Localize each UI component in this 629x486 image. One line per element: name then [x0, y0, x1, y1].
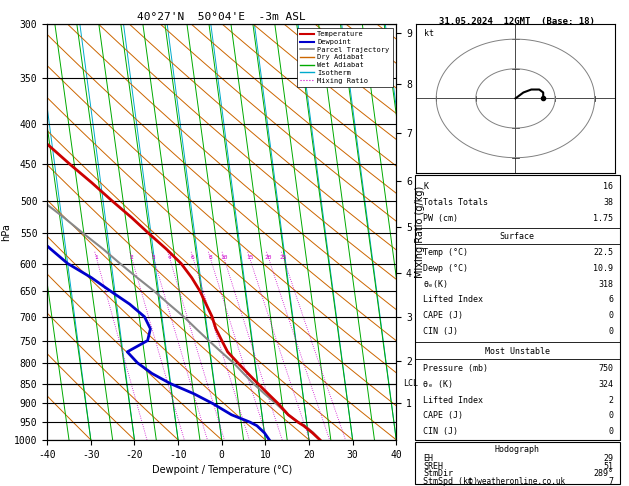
- Text: kt: kt: [425, 29, 434, 38]
- Text: 2: 2: [130, 255, 133, 260]
- Text: 289°: 289°: [593, 469, 613, 478]
- Text: 0: 0: [608, 312, 613, 320]
- Title: 40°27'N  50°04'E  -3m ASL: 40°27'N 50°04'E -3m ASL: [137, 12, 306, 22]
- Text: Surface: Surface: [500, 232, 535, 241]
- Text: 4: 4: [168, 255, 172, 260]
- Text: 16: 16: [603, 182, 613, 191]
- Legend: Temperature, Dewpoint, Parcel Trajectory, Dry Adiabat, Wet Adiabat, Isotherm, Mi: Temperature, Dewpoint, Parcel Trajectory…: [297, 28, 392, 87]
- Text: 0: 0: [608, 427, 613, 436]
- Text: EH: EH: [423, 454, 433, 463]
- Text: SREH: SREH: [423, 462, 443, 471]
- Text: 318: 318: [598, 279, 613, 289]
- Text: Totals Totals: Totals Totals: [423, 198, 488, 207]
- Text: 1: 1: [94, 255, 98, 260]
- Text: CIN (J): CIN (J): [423, 427, 459, 436]
- Text: CAPE (J): CAPE (J): [423, 412, 464, 420]
- Text: 25: 25: [280, 255, 287, 260]
- Text: 3: 3: [152, 255, 155, 260]
- Text: Lifted Index: Lifted Index: [423, 396, 483, 405]
- Y-axis label: hPa: hPa: [1, 223, 11, 241]
- Text: 15: 15: [246, 255, 253, 260]
- Text: StmSpd (kt): StmSpd (kt): [423, 477, 478, 486]
- Text: LCL: LCL: [403, 379, 418, 388]
- Text: 0: 0: [608, 327, 613, 336]
- Text: 38: 38: [603, 198, 613, 207]
- Text: Most Unstable: Most Unstable: [485, 347, 550, 356]
- X-axis label: Dewpoint / Temperature (°C): Dewpoint / Temperature (°C): [152, 465, 292, 475]
- Text: Temp (°C): Temp (°C): [423, 248, 469, 257]
- Text: 0: 0: [608, 412, 613, 420]
- Text: 51: 51: [603, 462, 613, 471]
- Text: PW (cm): PW (cm): [423, 214, 459, 223]
- Text: 7: 7: [608, 477, 613, 486]
- Text: 10.9: 10.9: [593, 264, 613, 273]
- Text: 6: 6: [191, 255, 195, 260]
- Text: θₑ (K): θₑ (K): [423, 380, 454, 389]
- Text: CAPE (J): CAPE (J): [423, 312, 464, 320]
- Text: 10: 10: [220, 255, 228, 260]
- Text: StmDir: StmDir: [423, 469, 454, 478]
- Text: 750: 750: [598, 364, 613, 373]
- Text: 6: 6: [608, 295, 613, 304]
- Text: 20: 20: [265, 255, 272, 260]
- Y-axis label: Mixing Ratio (g/kg): Mixing Ratio (g/kg): [415, 186, 425, 278]
- Text: CIN (J): CIN (J): [423, 327, 459, 336]
- Text: 22.5: 22.5: [593, 248, 613, 257]
- Text: 2: 2: [608, 396, 613, 405]
- Text: Hodograph: Hodograph: [495, 445, 540, 454]
- Text: 324: 324: [598, 380, 613, 389]
- Text: Pressure (mb): Pressure (mb): [423, 364, 488, 373]
- Text: 8: 8: [208, 255, 212, 260]
- Text: K: K: [423, 182, 428, 191]
- Text: θₑ(K): θₑ(K): [423, 279, 448, 289]
- Text: Lifted Index: Lifted Index: [423, 295, 483, 304]
- Text: 1.75: 1.75: [593, 214, 613, 223]
- Text: 29: 29: [603, 454, 613, 463]
- Text: 31.05.2024  12GMT  (Base: 18): 31.05.2024 12GMT (Base: 18): [439, 17, 595, 26]
- Text: © weatheronline.co.uk: © weatheronline.co.uk: [469, 476, 565, 486]
- Text: Dewp (°C): Dewp (°C): [423, 264, 469, 273]
